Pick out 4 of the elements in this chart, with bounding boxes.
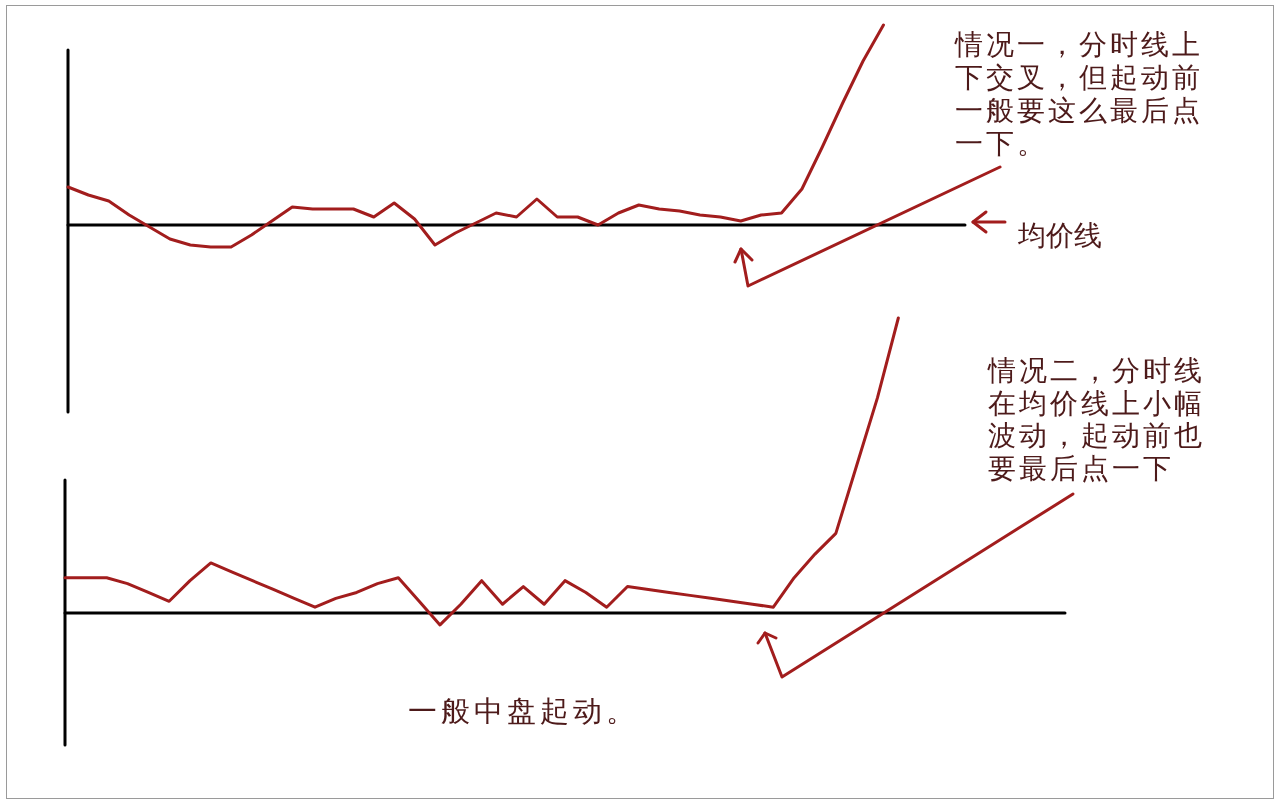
ref-line-label: 均价线 [1017,219,1102,253]
text: 一般中盘起动。 [408,694,640,728]
annotation: 情况二，分时线在均价线上小幅波动，起动前也要最后点一下 [988,354,1206,485]
annotation: 情况一，分时线上下交叉，但起动前一般要这么最后点一下。 [955,28,1204,160]
